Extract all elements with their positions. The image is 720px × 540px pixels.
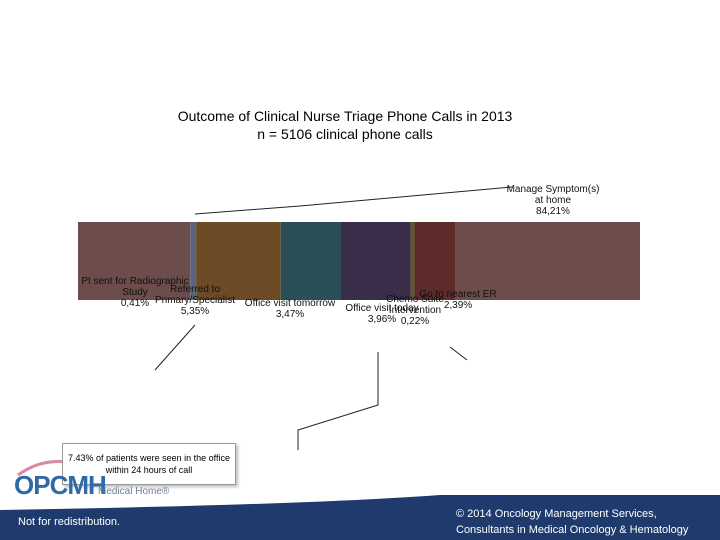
pie-slice: [190, 222, 197, 300]
category-label: Chemo Suite Intervention: [386, 294, 444, 316]
category-label: Manage Symptom(s) at home: [506, 184, 600, 206]
data-label: Referred to Primary/Specialist 5,35%: [145, 284, 245, 317]
pie-slice: [280, 222, 341, 300]
category-label: Office visit tomorrow: [244, 298, 336, 309]
pie-slice: [78, 222, 191, 300]
pie-band: [78, 222, 640, 300]
chart-title: Outcome of Clinical Nurse Triage Phone C…: [177, 108, 513, 124]
data-label: Office visit tomorrow 3,47%: [230, 298, 350, 320]
leader-line: [449, 346, 468, 361]
leader-lines: [154, 186, 513, 450]
pie-slice: [196, 222, 281, 300]
chart-subtitle: n = 5106 clinical phone calls: [257, 126, 433, 142]
value-label: 0,41%: [120, 298, 150, 309]
data-label: Chemo Suite Intervention 0,22%: [385, 294, 445, 327]
footer-right-2: Consultants in Medical Oncology & Hemato…: [456, 524, 689, 536]
leader-line: [297, 352, 379, 450]
pie-slice: [340, 222, 411, 300]
pie-slice: [410, 222, 415, 300]
category-label: Office visit today: [345, 303, 419, 314]
logo: OPCMH: [14, 470, 107, 500]
pie-slice: [454, 222, 640, 300]
footer-right-1: © 2014 Oncology Management Services,: [456, 508, 657, 520]
value-label: 0,22%: [400, 316, 430, 327]
leader-line: [194, 186, 513, 215]
value-label: 3,96%: [367, 314, 397, 325]
leader-line: [154, 324, 196, 371]
data-label: Manage Symptom(s) at home 84,21%: [503, 184, 603, 217]
callout: 7.43% of patients were seen in the offic…: [62, 443, 236, 485]
pie-slice: [414, 222, 455, 300]
footer-left: Not for redistribution.: [18, 516, 121, 528]
value-label: 3,47%: [275, 309, 305, 320]
logo-tagline: Medical Home®: [98, 486, 170, 497]
footer-band: [0, 495, 720, 540]
value-label: 2,39%: [443, 300, 473, 311]
category-label: Referred to Primary/Specialist: [154, 284, 236, 306]
category-label: Go to nearest ER: [419, 289, 497, 300]
value-label: 5,35%: [180, 306, 210, 317]
category-label: Pt sent for Radiographic Study: [81, 276, 189, 298]
data-label: Pt sent for Radiographic Study 0,41%: [75, 276, 195, 309]
value-label: 84,21%: [536, 206, 570, 217]
data-label: Office visit today 3,96%: [337, 303, 427, 325]
data-label: Go to nearest ER 2,39%: [413, 289, 503, 311]
